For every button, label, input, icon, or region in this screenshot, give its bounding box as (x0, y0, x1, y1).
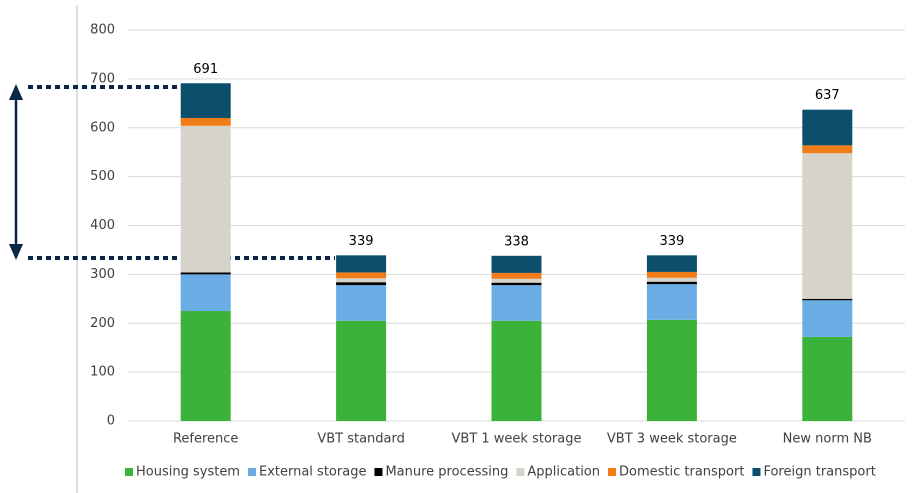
legend-swatch (752, 468, 761, 476)
y-tick-label: 500 (90, 169, 115, 184)
bar-segment (180, 83, 231, 118)
bar-segment (491, 285, 542, 321)
bar-segment (646, 277, 697, 282)
y-tick-label: 100 (90, 365, 115, 380)
bar-segment (646, 281, 697, 285)
bar-segment (336, 282, 387, 286)
legend-swatch (247, 468, 256, 476)
x-tick-label: VBT 3 week storage (607, 432, 737, 447)
legend-swatch (608, 468, 616, 476)
legend-swatch (516, 468, 525, 476)
y-tick-label: 700 (90, 71, 115, 86)
bar-segment (802, 145, 853, 154)
total-label: 691 (193, 62, 218, 77)
bar-segment (802, 153, 853, 299)
legend-label: External storage (259, 465, 366, 480)
bar-segment (646, 284, 697, 320)
legend-label: Manure processing (385, 465, 508, 480)
bar-segment (336, 255, 387, 273)
legend-label: Foreign transport (763, 465, 875, 480)
y-tick-label: 800 (90, 23, 115, 38)
bar-segment (180, 117, 231, 126)
total-label: 338 (504, 234, 529, 249)
x-tick-label: VBT 1 week storage (452, 432, 582, 447)
x-tick-label: Reference (173, 432, 238, 447)
bar-segment (491, 282, 542, 286)
bar-segment (491, 272, 542, 279)
y-tick-label: 300 (90, 267, 115, 282)
bar-segment (802, 109, 853, 146)
bar-segment (336, 285, 387, 321)
bar-segment (180, 272, 231, 275)
legend-swatch (125, 468, 133, 476)
y-tick-label: 200 (90, 316, 115, 331)
bar-segment (491, 278, 542, 283)
bar-segment (802, 300, 853, 337)
difference-annotation (9, 84, 335, 260)
bar-segment (180, 311, 231, 421)
x-tick-label: VBT standard (317, 432, 405, 447)
bar-segment (646, 271, 697, 278)
bar-segment (802, 298, 853, 301)
total-label: 637 (815, 88, 840, 103)
bar-segment (646, 319, 697, 421)
x-tick-label: New norm NB (783, 432, 872, 447)
legend-label: Housing system (136, 465, 240, 480)
bar-segment (491, 320, 542, 421)
bar-segment (180, 274, 231, 312)
bar-segment (646, 255, 697, 272)
y-tick-label: 0 (107, 414, 115, 429)
bar-segment (336, 272, 387, 279)
legend-label: Domestic transport (619, 465, 744, 480)
legend-swatch (374, 468, 383, 476)
y-tick-label: 600 (90, 120, 115, 135)
bar-segment (336, 278, 387, 283)
total-label: 339 (349, 234, 374, 249)
y-tick-label: 400 (90, 218, 115, 233)
legend-label: Application (527, 465, 600, 480)
bar-segment (491, 255, 542, 273)
bar-segment (180, 125, 231, 273)
bar-segment (336, 320, 387, 421)
bar-segment (802, 336, 853, 421)
total-label: 339 (659, 234, 684, 249)
